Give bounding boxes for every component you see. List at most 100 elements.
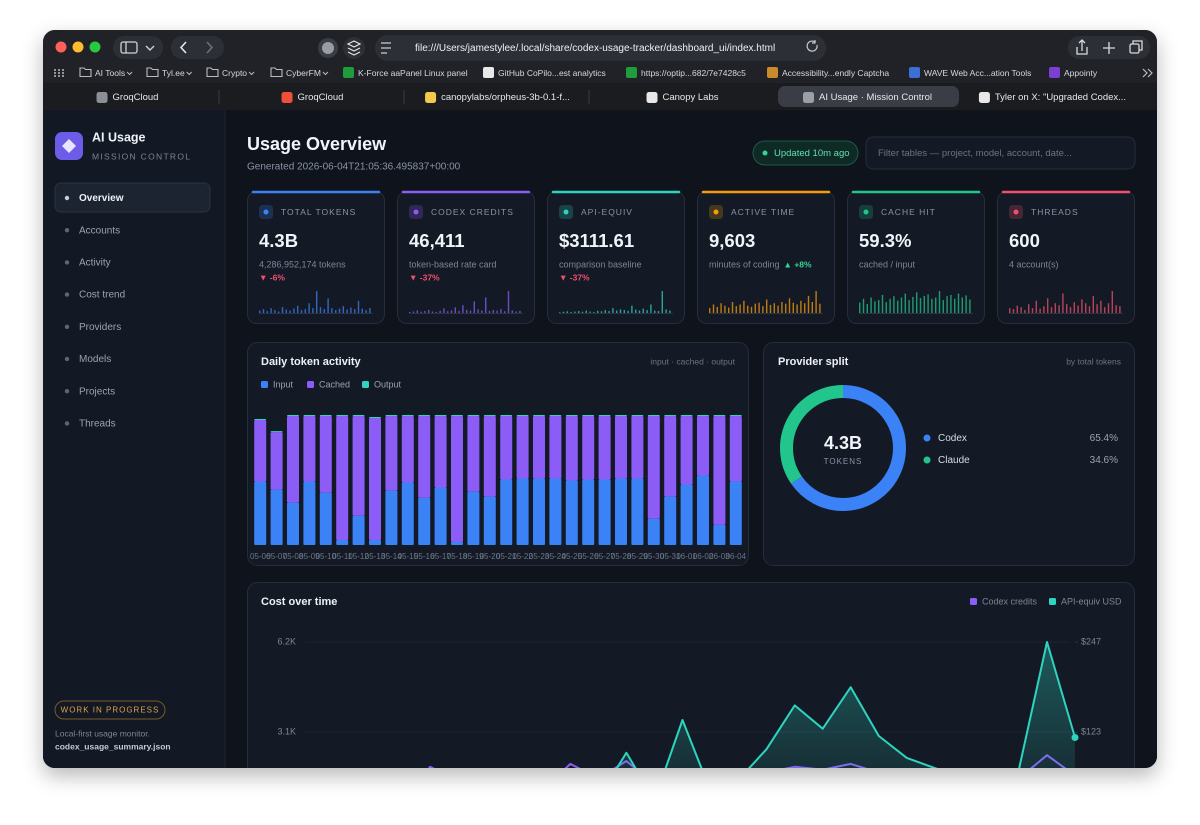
- sparkline-bar: [739, 304, 741, 313]
- nav-item[interactable]: Threads: [79, 419, 116, 430]
- nav-item[interactable]: Cost trend: [79, 290, 125, 301]
- tab-title[interactable]: canopylabs/orpheus-3b-0.1-f...: [441, 92, 570, 103]
- sparkline-bar: [735, 306, 737, 313]
- zoom-button[interactable]: [89, 41, 101, 53]
- nav-item[interactable]: Accounts: [79, 225, 120, 236]
- bar-segment: [270, 432, 283, 490]
- sparkline-bar: [665, 309, 667, 313]
- sparkline-bar: [346, 309, 348, 313]
- nav-buttons[interactable]: [171, 36, 224, 59]
- sparkline-bar: [431, 311, 434, 313]
- kpi-card: CACHE HIT 59.3% cached / input: [847, 190, 985, 324]
- sparkline-bar: [492, 309, 494, 313]
- sparkline-bar: [1081, 299, 1083, 313]
- updated-text: Updated 10m ago: [774, 148, 850, 159]
- sparkline-bar: [1009, 308, 1011, 313]
- sparkline-bar: [796, 304, 798, 313]
- sparkline-bar: [354, 309, 356, 313]
- sparkline-bar: [904, 293, 906, 313]
- sparkline-bar: [631, 305, 633, 313]
- bar-segment: [729, 481, 742, 545]
- bookmark[interactable]: CyberFM: [286, 68, 321, 78]
- sparkline-bar: [270, 308, 272, 313]
- sparkline-bar: [954, 298, 956, 313]
- nav-item[interactable]: Providers: [79, 322, 121, 333]
- sparkline-bar: [1073, 302, 1075, 313]
- bar-segment: [369, 539, 381, 545]
- nav-item[interactable]: Models: [79, 354, 111, 365]
- bookmark[interactable]: Appointy: [1064, 68, 1098, 78]
- x-tick-label: 05-29: [627, 552, 648, 561]
- bar-segment: [582, 479, 595, 545]
- status-dot: [762, 150, 768, 156]
- wip-badge-text: WORK IN PROGRESS: [61, 706, 160, 715]
- tab-title[interactable]: GroqCloud: [113, 92, 159, 103]
- sparkline-bar: [1050, 307, 1053, 313]
- bookmark[interactable]: AI Tools: [95, 68, 125, 78]
- extension-icons[interactable]: [318, 37, 365, 59]
- nav-item[interactable]: Activity: [79, 258, 111, 269]
- sparkline-bar: [762, 306, 764, 313]
- bar-segment: [647, 518, 660, 545]
- active-tab[interactable]: [778, 86, 959, 107]
- bookmark[interactable]: GitHub CoPilo...est analytics: [498, 68, 606, 78]
- sparkline-bar: [635, 309, 637, 313]
- bookmark[interactable]: K-Force aaPanel Linux panel: [358, 68, 468, 78]
- bookmark[interactable]: WAVE Web Acc...ation Tools: [924, 68, 1031, 78]
- bar-segment: [533, 416, 545, 479]
- tab-favicon: [803, 92, 815, 103]
- kpi-icon-dot: [263, 209, 269, 215]
- x-tick-label: 05-16: [414, 552, 435, 561]
- x-tick-label: 05-19: [463, 552, 484, 561]
- x-tick-label: 05-07: [266, 552, 287, 561]
- bar-segment: [631, 415, 644, 417]
- kpi-value: 600: [1009, 230, 1040, 251]
- bar-segment: [533, 415, 545, 417]
- x-tick-label: 05-30: [644, 552, 665, 561]
- sparkline-bar: [654, 310, 656, 313]
- bar-segment: [500, 415, 513, 417]
- tab-title[interactable]: AI Usage · Mission Control: [819, 92, 932, 103]
- nav: Overview Accounts Activity Cost trend Provid…: [64, 193, 125, 430]
- sparkline-bar: [720, 303, 722, 313]
- close-button[interactable]: [55, 41, 67, 53]
- sparkline-bar: [562, 311, 565, 313]
- legend-dot: [923, 434, 931, 442]
- address-bar[interactable]: [375, 35, 826, 61]
- nav-item[interactable]: Overview: [79, 193, 124, 204]
- tab-title[interactable]: Tyler on X: "Upgraded Codex...: [995, 92, 1126, 103]
- tabs: GroqCloud GroqCloud canopylabs/orpheus-3b-…: [96, 86, 1126, 107]
- sparkline-bar: [923, 295, 925, 313]
- sparkline-bar: [627, 310, 629, 313]
- nav-bullet: [64, 421, 70, 426]
- filter-input[interactable]: [865, 136, 1136, 170]
- sparkline-bar: [942, 300, 944, 313]
- sparkline-bar: [1039, 308, 1041, 313]
- bookmark[interactable]: https://optip...682/7e7428c5: [641, 68, 746, 78]
- sparkline-bar: [661, 291, 663, 313]
- sparkline-bar: [1031, 308, 1034, 313]
- sparkline-bar: [1107, 303, 1110, 313]
- sparkline-bar: [874, 301, 876, 313]
- bar-segment: [303, 416, 316, 482]
- sidebar-toggle[interactable]: [113, 36, 163, 59]
- window-actions[interactable]: [1068, 36, 1150, 59]
- nav-item[interactable]: Projects: [79, 386, 115, 397]
- bookmark[interactable]: Tyl.ee: [162, 68, 185, 78]
- line-series: [261, 641, 1076, 768]
- sparkline-bar: [304, 309, 306, 313]
- legend-swatch: [970, 598, 977, 605]
- sparkline-bar: [289, 310, 291, 313]
- reload-button[interactable]: [806, 40, 818, 52]
- sparkline-bar: [642, 308, 644, 313]
- bookmark[interactable]: Accessibility...endly Captcha: [782, 68, 889, 78]
- x-tick-label: 05-25: [562, 552, 583, 561]
- minimize-button[interactable]: [72, 41, 84, 53]
- sparkline-bar: [278, 311, 280, 313]
- sparkline-bar: [262, 309, 265, 313]
- tab-title[interactable]: Canopy Labs: [663, 92, 719, 103]
- tab-title[interactable]: GroqCloud: [298, 92, 344, 103]
- bookmark[interactable]: Crypto: [222, 68, 247, 78]
- sparkline-bar: [927, 294, 929, 313]
- bar-segment: [336, 415, 349, 417]
